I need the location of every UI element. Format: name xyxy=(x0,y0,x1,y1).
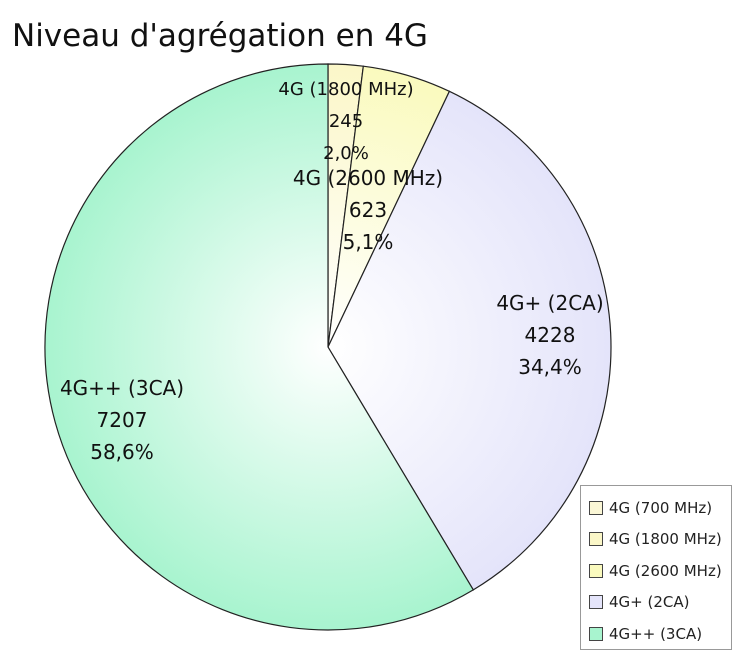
legend-swatch xyxy=(589,563,603,578)
slice-label-value-4g-3ca: 7207 xyxy=(97,408,148,432)
slice-label-percent-4g-2600-mhz: 5,1% xyxy=(343,230,394,254)
legend-label: 4G (2600 MHz) xyxy=(609,561,722,580)
legend-item-4g-1800-mhz: 4G (1800 MHz) xyxy=(589,524,731,556)
slice-label-name-4g-2ca: 4G+ (2CA) xyxy=(496,291,603,315)
slice-label-percent-4g-3ca: 58,6% xyxy=(90,440,154,464)
slice-label-name-4g-3ca: 4G++ (3CA) xyxy=(60,376,184,400)
slice-label-name-4g-1800-mhz: 4G (1800 MHz) xyxy=(278,79,413,100)
legend-item-4g-3ca: 4G++ (3CA) xyxy=(589,618,731,650)
slice-label-value-4g-2ca: 4228 xyxy=(525,323,576,347)
chart-title: Niveau d'agrégation en 4G xyxy=(12,18,428,54)
slice-label-percent-4g-2ca: 34,4% xyxy=(518,355,582,379)
legend-swatch xyxy=(589,500,603,515)
legend-swatch xyxy=(589,532,603,547)
legend-label: 4G (1800 MHz) xyxy=(609,530,722,549)
slice-label-percent-4g-1800-mhz: 2,0% xyxy=(323,143,369,164)
slice-label-value-4g-1800-mhz: 245 xyxy=(329,111,363,132)
slice-label-value-4g-2600-mhz: 623 xyxy=(349,198,387,222)
legend-swatch xyxy=(589,595,603,610)
legend-swatch xyxy=(589,626,603,641)
legend-item-4g-700-mhz: 4G (700 MHz) xyxy=(589,492,731,524)
slice-label-name-4g-2600-mhz: 4G (2600 MHz) xyxy=(293,166,443,190)
legend-label: 4G++ (3CA) xyxy=(609,624,703,643)
legend: 4G (700 MHz) 4G (1800 MHz) 4G (2600 MHz) 4G… xyxy=(580,485,732,650)
legend-item-4g-2ca: 4G+ (2CA) xyxy=(589,587,731,619)
legend-item-4g-2600-mhz: 4G (2600 MHz) xyxy=(589,555,731,587)
slice-4g-3ca xyxy=(44,63,475,631)
legend-label: 4G+ (2CA) xyxy=(609,593,690,612)
legend-label: 4G (700 MHz) xyxy=(609,498,713,517)
